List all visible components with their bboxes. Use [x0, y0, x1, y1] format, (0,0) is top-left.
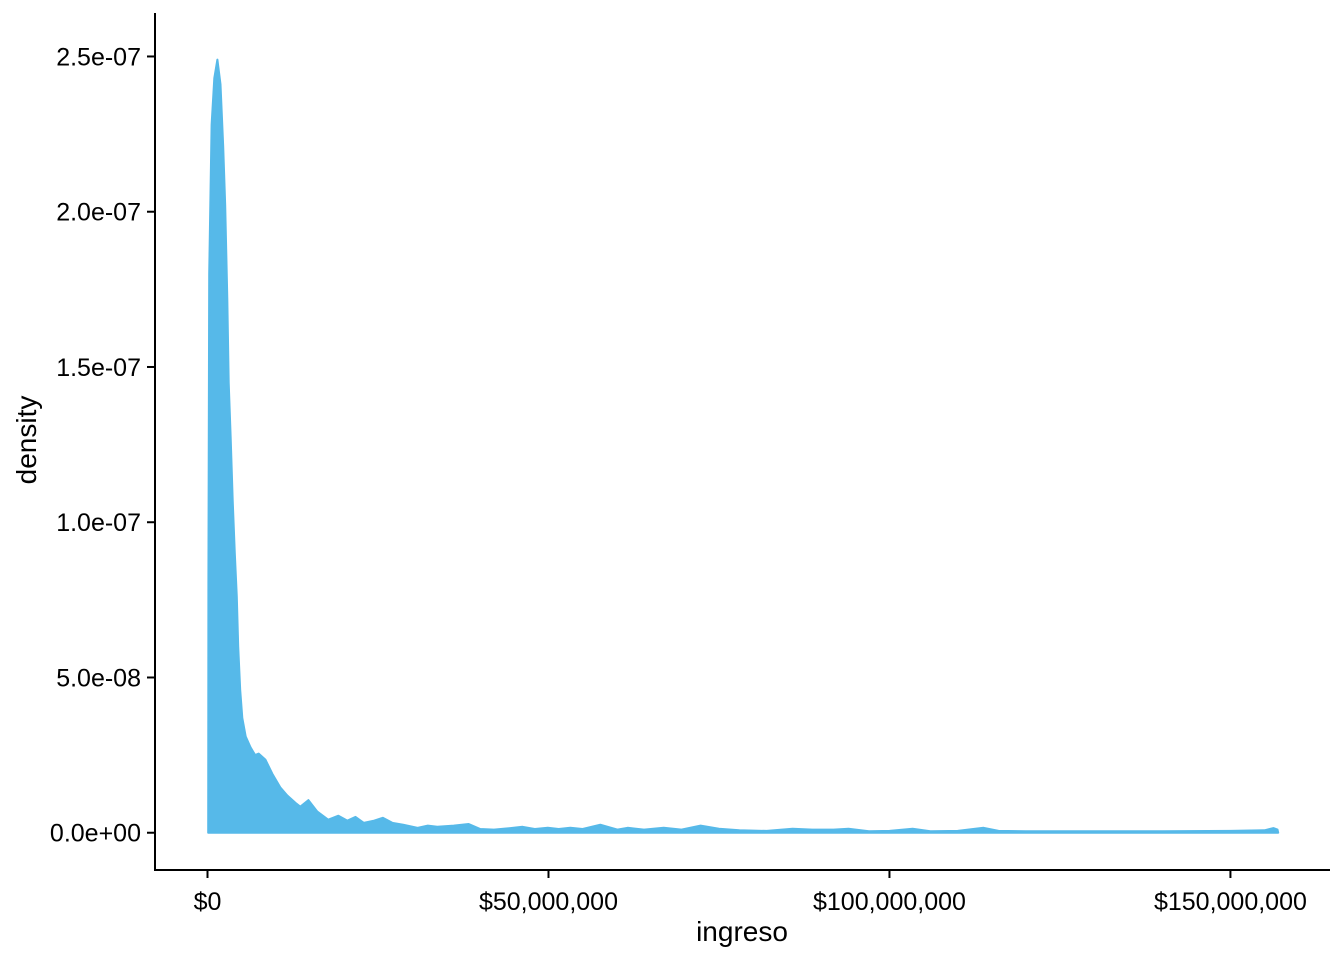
x-axis-title: ingreso	[696, 916, 788, 947]
y-axis-tick-label: 2.5e-07	[56, 43, 141, 71]
y-axis-tick-label: 0.0e+00	[50, 820, 141, 848]
y-axis-tick-label: 2.0e-07	[56, 199, 141, 227]
density-area	[207, 58, 1280, 834]
y-axis-tick-label: 5.0e-08	[56, 664, 141, 692]
y-axis-tick-label: 1.5e-07	[56, 354, 141, 382]
y-axis-tick-label: 1.0e-07	[56, 509, 141, 537]
x-axis-tick-label: $0	[194, 888, 222, 916]
x-axis-tick-label: $50,000,000	[479, 888, 618, 916]
y-axis-title: density	[11, 395, 42, 485]
x-axis-tick-label: $150,000,000	[1154, 888, 1307, 916]
x-axis-tick-label: $100,000,000	[813, 888, 966, 916]
